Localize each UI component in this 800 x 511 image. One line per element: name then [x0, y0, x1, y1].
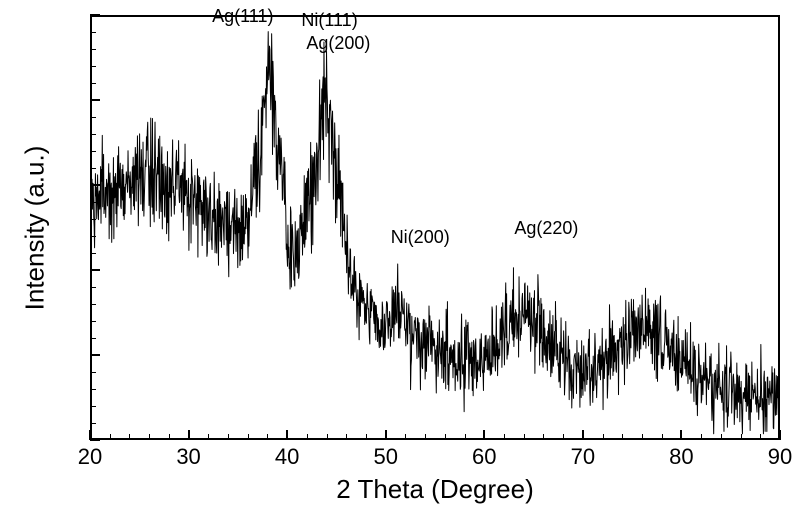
y-tick-minor	[90, 168, 96, 169]
x-tick-minor	[169, 434, 170, 440]
x-tick-minor	[445, 434, 446, 440]
xrd-trace-svg	[92, 17, 778, 438]
y-tick-major	[90, 14, 100, 16]
y-tick-minor	[90, 202, 96, 203]
y-axis-label: Intensity (a.u.)	[20, 145, 51, 310]
x-axis-label: 2 Theta (Degree)	[336, 474, 534, 505]
y-tick-minor	[90, 134, 96, 135]
x-tick-label: 30	[176, 444, 200, 470]
y-tick-minor	[90, 219, 96, 220]
x-tick-minor	[267, 434, 268, 440]
y-tick-minor	[90, 406, 96, 407]
x-tick-major	[582, 430, 584, 440]
plot-area	[90, 15, 780, 440]
y-tick-minor	[90, 66, 96, 67]
xrd-figure: Intensity (a.u.) 2 Theta (Degree) 20 30 40…	[0, 0, 800, 511]
x-tick-major	[286, 430, 288, 440]
y-tick-minor	[90, 287, 96, 288]
x-tick-minor	[248, 434, 249, 440]
y-tick-minor	[90, 321, 96, 322]
x-tick-minor	[662, 434, 663, 440]
y-tick-minor	[90, 372, 96, 373]
x-tick-minor	[465, 434, 466, 440]
x-tick-minor	[208, 434, 209, 440]
x-tick-minor	[642, 434, 643, 440]
y-tick-major	[90, 354, 100, 356]
x-tick-minor	[524, 434, 525, 440]
x-tick-minor	[741, 434, 742, 440]
y-tick-major	[90, 184, 100, 186]
x-tick-major	[188, 430, 190, 440]
x-tick-major	[385, 430, 387, 440]
x-tick-minor	[425, 434, 426, 440]
x-tick-minor	[622, 434, 623, 440]
x-tick-minor	[327, 434, 328, 440]
y-tick-major	[90, 269, 100, 271]
x-tick-minor	[228, 434, 229, 440]
x-tick-minor	[110, 434, 111, 440]
x-tick-minor	[563, 434, 564, 440]
x-tick-label: 60	[472, 444, 496, 470]
x-tick-minor	[129, 434, 130, 440]
x-tick-major	[779, 430, 781, 440]
x-tick-minor	[603, 434, 604, 440]
y-tick-minor	[90, 338, 96, 339]
y-tick-minor	[90, 151, 96, 152]
y-tick-major	[90, 99, 100, 101]
y-tick-major	[90, 439, 100, 441]
x-tick-minor	[701, 434, 702, 440]
x-tick-minor	[760, 434, 761, 440]
xrd-trace	[92, 32, 778, 434]
y-tick-minor	[90, 49, 96, 50]
x-tick-minor	[721, 434, 722, 440]
y-tick-minor	[90, 304, 96, 305]
y-tick-minor	[90, 389, 96, 390]
x-tick-major	[483, 430, 485, 440]
x-tick-label: 70	[571, 444, 595, 470]
x-tick-label: 80	[669, 444, 693, 470]
y-tick-minor	[90, 32, 96, 33]
x-tick-minor	[504, 434, 505, 440]
x-tick-label: 20	[78, 444, 102, 470]
x-tick-minor	[149, 434, 150, 440]
y-tick-minor	[90, 117, 96, 118]
x-tick-minor	[346, 434, 347, 440]
y-tick-minor	[90, 423, 96, 424]
x-tick-major	[680, 430, 682, 440]
x-tick-label: 40	[275, 444, 299, 470]
x-tick-minor	[307, 434, 308, 440]
x-tick-minor	[543, 434, 544, 440]
y-tick-minor	[90, 236, 96, 237]
x-tick-minor	[405, 434, 406, 440]
y-tick-minor	[90, 253, 96, 254]
x-tick-minor	[366, 434, 367, 440]
x-tick-label: 50	[373, 444, 397, 470]
y-tick-minor	[90, 83, 96, 84]
x-tick-label: 90	[768, 444, 792, 470]
